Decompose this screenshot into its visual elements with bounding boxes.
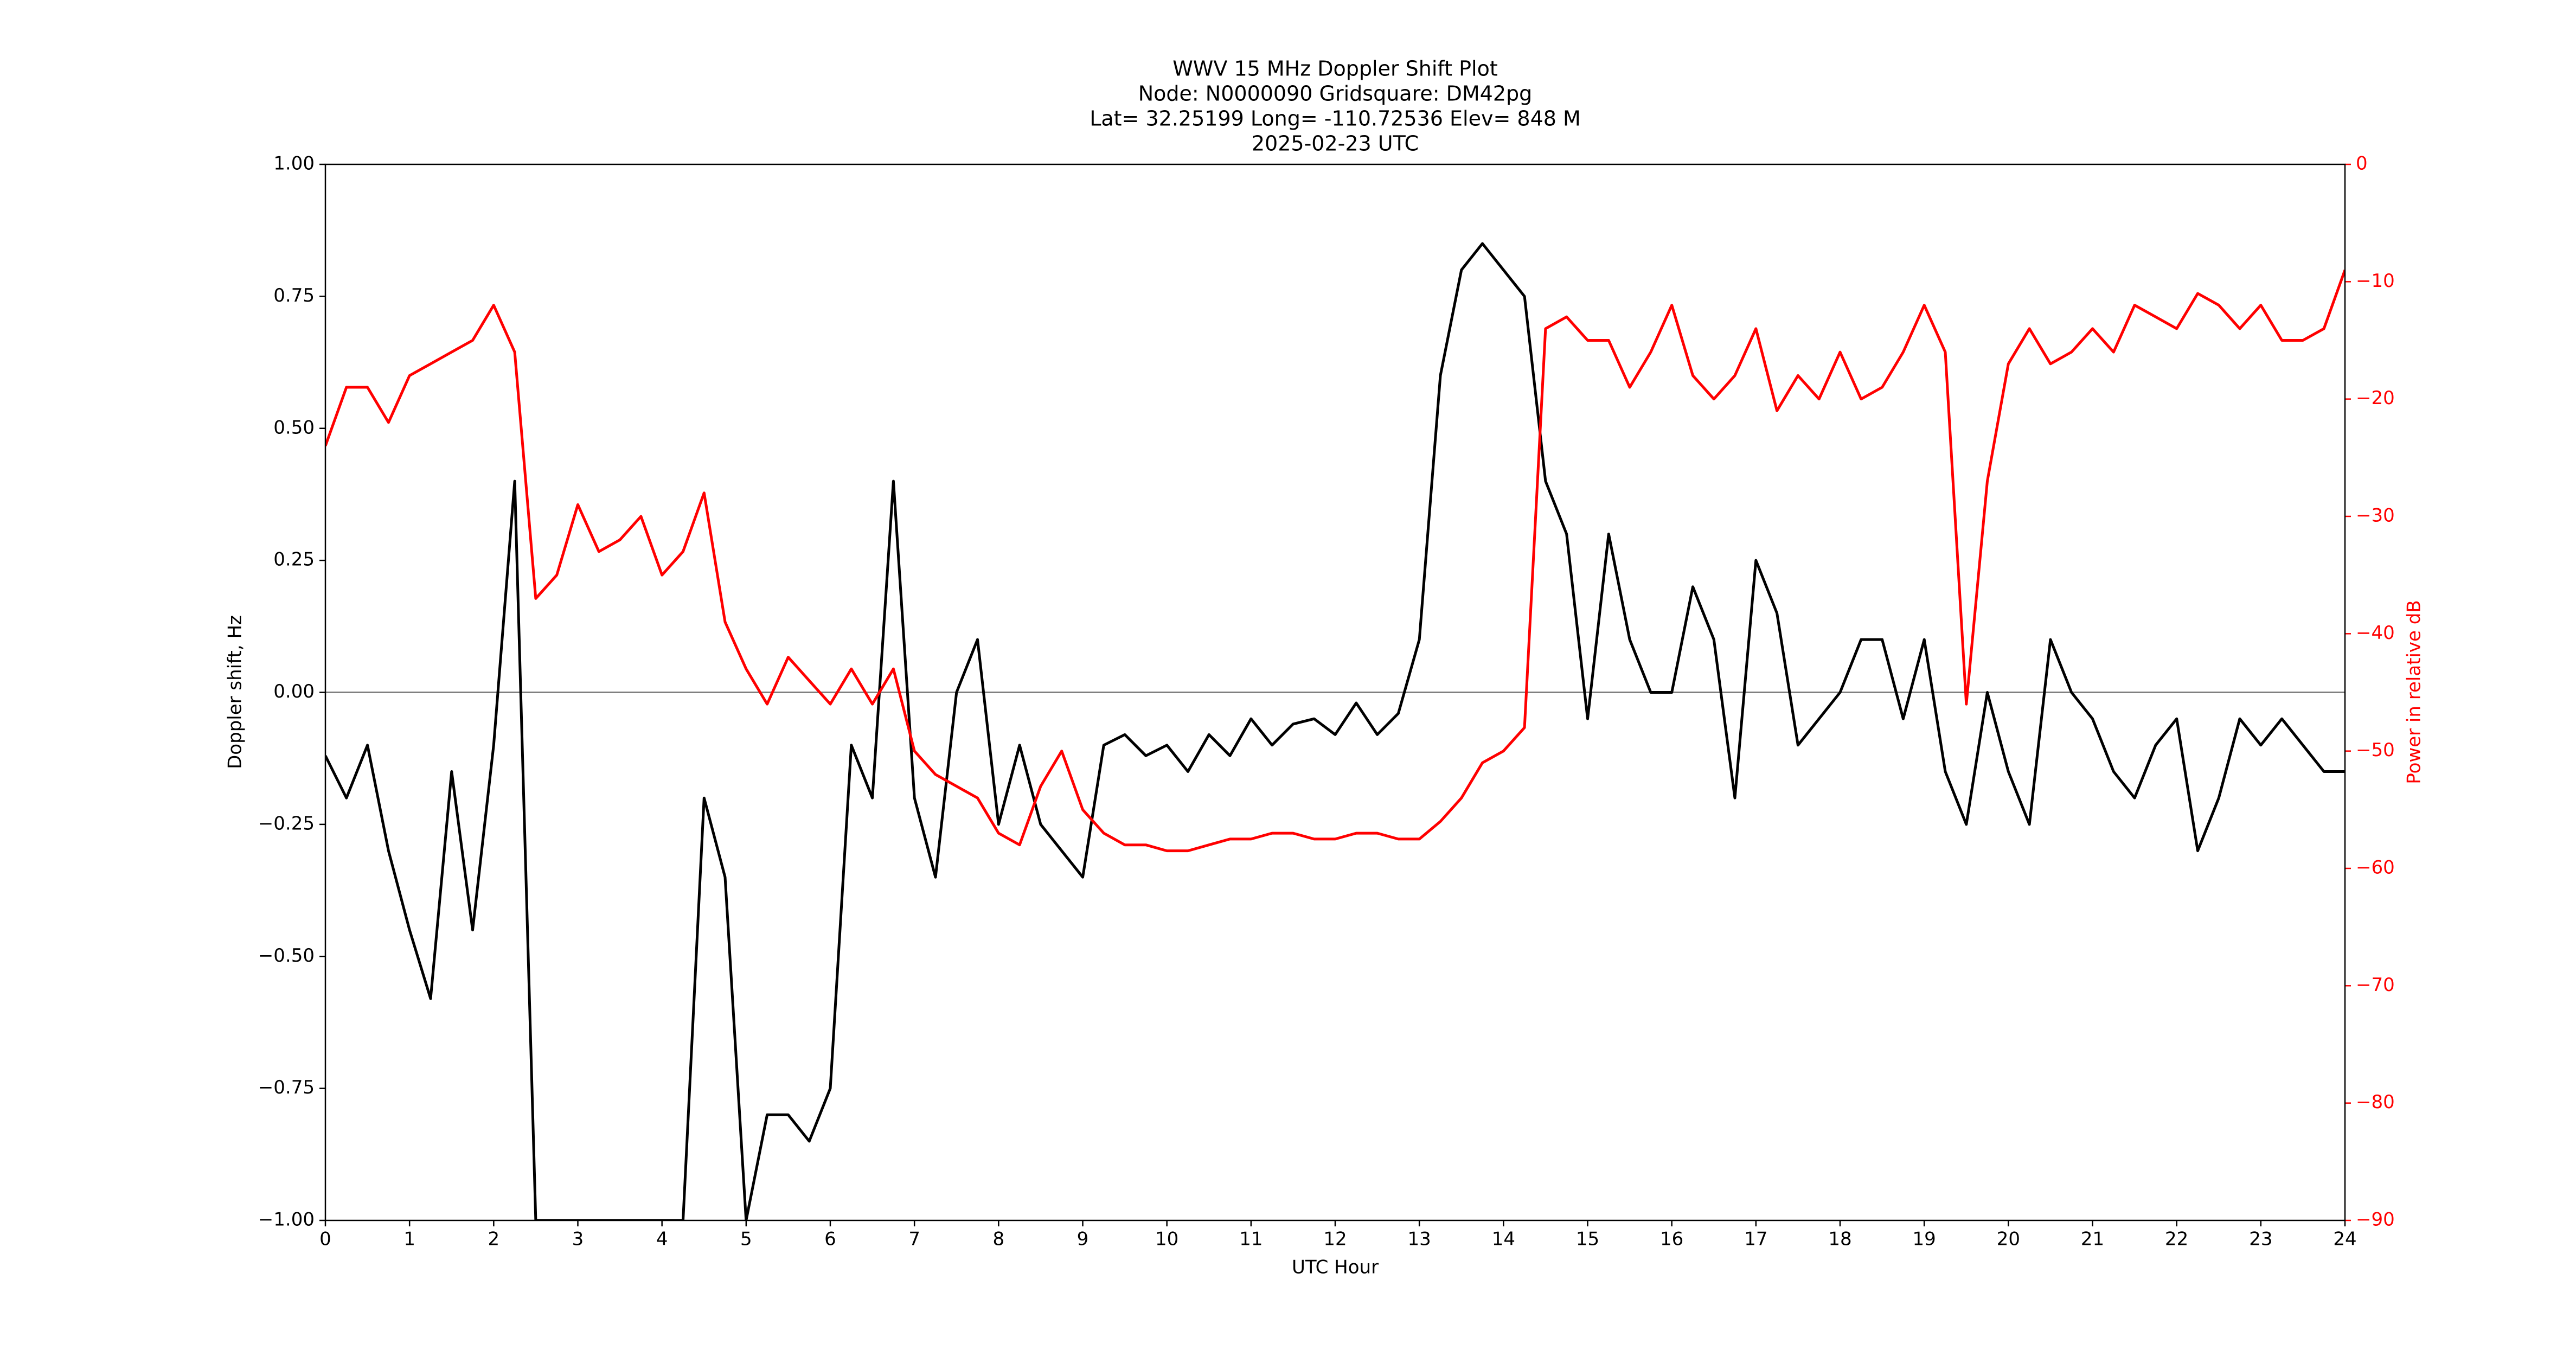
y2-tick-label: −10 [2356, 270, 2395, 292]
x-tick-label: 21 [2081, 1229, 2104, 1250]
y-tick-label: 0.00 [273, 681, 315, 702]
x-tick-label: 18 [1828, 1229, 1851, 1250]
x-tick-label: 22 [2165, 1229, 2188, 1250]
x-tick-label: 15 [1576, 1229, 1599, 1250]
data-line [325, 269, 2345, 853]
x-axis-label: UTC Hour [1292, 1257, 1379, 1278]
y-axis-label: Doppler shift, Hz [225, 615, 246, 769]
plot-frame [324, 163, 2346, 1221]
x-tick-label: 1 [403, 1229, 415, 1250]
y-tick-label: −0.25 [258, 813, 315, 834]
x-tick-label: 14 [1492, 1229, 1515, 1250]
chart-subtitle: Lat= 32.25199 Long= -110.72536 Elev= 848… [1090, 107, 1581, 131]
x-tick-label: 20 [1997, 1229, 2020, 1250]
y2-axis-label: Power in relative dB [2404, 600, 2425, 784]
x-tick-label: 9 [1077, 1229, 1089, 1250]
y2-tick-label: 0 [2356, 153, 2368, 175]
y2-tick-label: −50 [2356, 739, 2395, 761]
y-tick-label: −1.00 [258, 1209, 315, 1231]
y-tick-label: −0.50 [258, 945, 315, 967]
x-tick-label: 3 [572, 1229, 584, 1250]
y2-tick-label: −80 [2356, 1091, 2395, 1113]
chart-subtitle: Node: N0000090 Gridsquare: DM42pg [1138, 82, 1533, 106]
x-tick-label: 8 [993, 1229, 1005, 1250]
y2-tick-label: −40 [2356, 622, 2395, 644]
x-tick-label: 23 [2249, 1229, 2272, 1250]
x-tick-label: 7 [908, 1229, 920, 1250]
x-tick-label: 10 [1155, 1229, 1178, 1250]
y2-tick-label: −20 [2356, 387, 2395, 409]
y-tick-label: 0.75 [273, 285, 315, 306]
y-tick-label: −0.75 [258, 1077, 315, 1098]
x-tick-label: 24 [2333, 1229, 2356, 1250]
x-tick-label: 16 [1660, 1229, 1683, 1250]
y-tick-label: 0.25 [273, 549, 315, 571]
plot-area [325, 242, 2345, 1220]
data-line [325, 242, 2345, 1220]
x-tick-label: 17 [1744, 1229, 1767, 1250]
x-tick-label: 4 [656, 1229, 668, 1250]
chart-title: WWV 15 MHz Doppler Shift Plot [1172, 57, 1498, 81]
y2-tick-label: −70 [2356, 974, 2395, 996]
x-tick-label: 12 [1323, 1229, 1347, 1250]
y2-tick-label: −30 [2356, 505, 2395, 527]
x-tick-label: 19 [1913, 1229, 1936, 1250]
chart-subtitle: 2025-02-23 UTC [1252, 132, 1419, 156]
y-tick-label: 0.50 [273, 417, 315, 438]
x-tick-label: 6 [824, 1229, 836, 1250]
x-tick-label: 13 [1408, 1229, 1431, 1250]
y-tick-label: 1.00 [273, 153, 315, 175]
y2-tick-label: −60 [2356, 857, 2395, 879]
x-tick-label: 2 [488, 1229, 500, 1250]
x-tick-label: 5 [740, 1229, 752, 1250]
x-tick-label: 0 [319, 1229, 331, 1250]
y2-tick-label: −90 [2356, 1209, 2395, 1231]
x-tick-label: 11 [1239, 1229, 1263, 1250]
